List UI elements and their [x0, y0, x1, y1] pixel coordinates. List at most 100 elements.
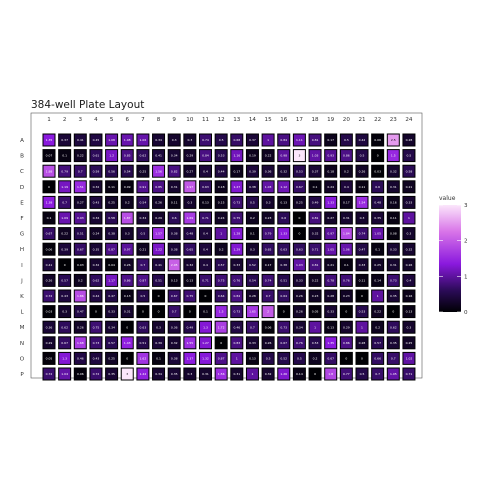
well-value-label: 0.79: [265, 232, 272, 236]
well-F18: [308, 211, 322, 225]
well-N9: [167, 336, 181, 350]
well-E5: [105, 195, 119, 209]
well-J23: [386, 273, 400, 287]
well-value-label: 0.5: [360, 154, 365, 158]
well-P11: [199, 367, 212, 381]
well-value-label: 0.76: [233, 279, 240, 283]
well-B19: [324, 149, 338, 163]
well-value-label: 0.33: [233, 263, 240, 267]
well-F17: [292, 211, 306, 225]
well-F22: [371, 211, 385, 225]
well-value-label: 1.06: [343, 247, 350, 251]
well-value-label: 0.1: [47, 216, 52, 220]
well-K22: [371, 289, 385, 303]
well-value-label: 0.44: [218, 169, 225, 173]
well-F23: [386, 211, 400, 225]
well-value-label: 0.29: [187, 154, 194, 158]
well-value-label: 0.62: [61, 325, 68, 329]
well-value-label: 0.36: [46, 325, 53, 329]
well-value-label: 0.38: [249, 185, 256, 189]
well-J7: [136, 273, 150, 287]
well-B21: [355, 149, 369, 163]
well-A20: [339, 133, 353, 147]
well-G19: [324, 227, 338, 241]
well-O15: [261, 351, 275, 365]
well-value-label: 0.6: [281, 216, 286, 220]
well-B2: [58, 149, 72, 163]
well-value-label: 0.35: [390, 294, 397, 298]
well-M7: [136, 320, 150, 334]
well-value-label: 0.16: [406, 294, 413, 298]
well-C20: [339, 164, 353, 178]
well-value-label: 3: [298, 154, 300, 158]
well-F20: [339, 211, 353, 225]
well-A2: [58, 133, 72, 147]
well-O16: [277, 351, 291, 365]
well-E2: [58, 195, 72, 209]
well-D4: [89, 180, 103, 194]
well-M15: [261, 320, 275, 334]
well-K20: [339, 289, 353, 303]
well-value-label: 0.58: [108, 216, 115, 220]
well-B9: [167, 149, 181, 163]
well-M13: [230, 320, 244, 334]
well-P7: [136, 367, 150, 381]
well-C6: [120, 164, 134, 178]
well-value-label: 0.6: [172, 216, 177, 220]
well-J5: [105, 273, 119, 287]
well-value-label: 0.34: [93, 216, 100, 220]
well-B15: [261, 149, 275, 163]
well-value-label: 0.66: [374, 357, 381, 361]
well-value-label: 0.4: [203, 247, 208, 251]
column-label: 7: [141, 117, 145, 123]
well-value-label: 0.13: [124, 294, 131, 298]
well-value-label: 0.3: [266, 201, 271, 205]
well-K15: [261, 289, 275, 303]
well-value-label: 1.3: [203, 325, 208, 329]
well-C5: [105, 164, 119, 178]
well-C21: [355, 164, 369, 178]
well-H10: [183, 242, 197, 256]
row-label: I: [21, 263, 23, 269]
well-P21: [355, 367, 369, 381]
well-value-label: 0.3: [125, 232, 130, 236]
well-N18: [308, 336, 322, 350]
well-value-label: 0.39: [249, 169, 256, 173]
well-E21: [355, 195, 369, 209]
well-value-label: 0: [126, 357, 128, 361]
well-value-label: 0.72: [93, 372, 100, 376]
well-value-label: 0.14: [296, 372, 303, 376]
well-B1: [42, 149, 56, 163]
well-value-label: 0.62: [140, 154, 147, 158]
well-value-label: 0.29: [155, 216, 162, 220]
well-F19: [324, 211, 338, 225]
well-value-label: 0.38: [171, 357, 178, 361]
well-L3: [73, 305, 87, 319]
well-value-label: 0.78: [327, 279, 334, 283]
well-value-label: 0.72: [46, 372, 53, 376]
well-J10: [183, 273, 197, 287]
well-M12: [214, 320, 228, 334]
column-labels: 1 2 3 4 5 6 7 8 9 10 11 12 13 14 15 16 17 18 19 20 21 22 23 24: [47, 117, 413, 123]
well-value-label: 0.39: [155, 341, 162, 345]
well-value-label: 1.5: [391, 154, 396, 158]
well-G2: [58, 227, 72, 241]
well-K16: [277, 289, 291, 303]
well-F12: [214, 211, 228, 225]
well-value-label: 0.26: [359, 169, 366, 173]
well-value-label: 0.73: [233, 310, 240, 314]
well-M11: [199, 320, 212, 334]
well-F5: [105, 211, 119, 225]
well-E9: [167, 195, 181, 209]
well-value-label: 0.91: [140, 185, 147, 189]
well-value-label: 0.05: [46, 357, 53, 361]
well-D23: [386, 180, 400, 194]
well-value-label: 0.35: [108, 372, 115, 376]
well-value-label: 0.3: [360, 216, 365, 220]
well-J11: [199, 273, 212, 287]
well-value-label: 0.7: [62, 201, 67, 205]
well-value-label: 0.48: [187, 232, 194, 236]
well-value-label: 0.81: [312, 216, 319, 220]
well-N3: [73, 336, 87, 350]
well-F3: [73, 211, 87, 225]
